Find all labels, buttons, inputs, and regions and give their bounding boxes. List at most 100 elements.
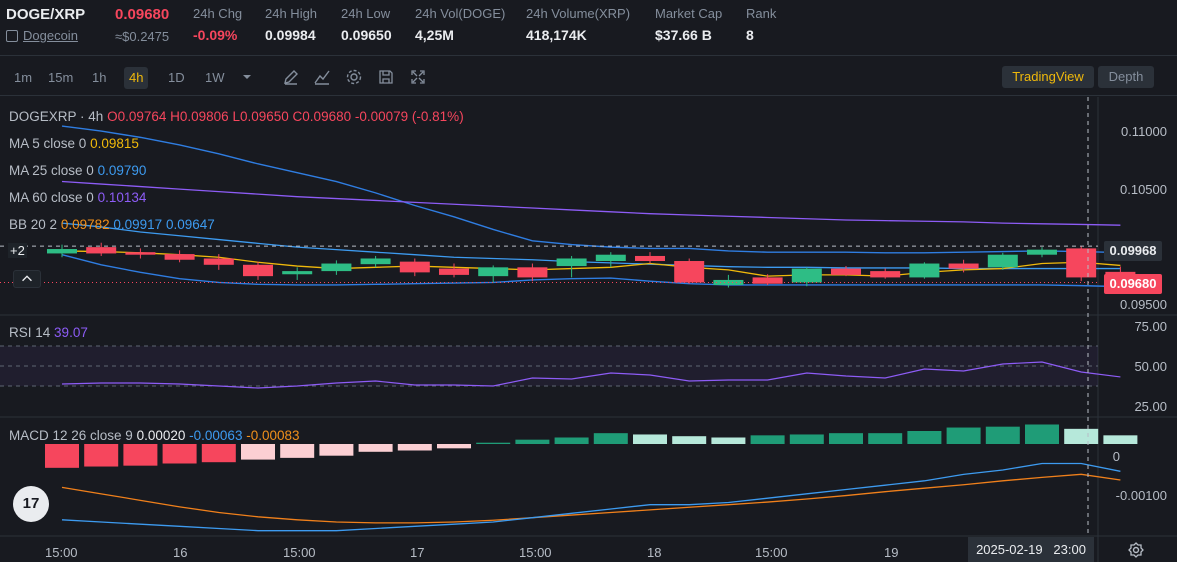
candle-body <box>556 258 587 267</box>
macd-histogram-bar <box>750 435 785 444</box>
macd-line <box>61 462 1121 532</box>
price-usd: ≈$0.2475 <box>115 29 170 44</box>
stat-value: $37.66 B <box>655 27 712 43</box>
candle-body <box>47 249 77 254</box>
timeframe-15m[interactable]: 15m <box>48 70 74 85</box>
macd-histogram-bar <box>319 444 354 456</box>
stat-24h-change: 24h Chg -0.09% <box>193 6 242 43</box>
pencil-icon[interactable] <box>282 68 300 86</box>
timeframe-4h[interactable]: 4h <box>124 67 149 89</box>
ma25-legend[interactable]: MA 25 close 0 0.09790 <box>9 163 146 178</box>
candle-body <box>439 268 469 275</box>
ma25-line <box>61 222 1121 270</box>
candle-body <box>909 263 940 278</box>
stat-value: 0.09984 <box>265 27 316 43</box>
collapse-legend-button[interactable] <box>13 270 41 288</box>
candle-body <box>243 264 273 277</box>
timeframe-1m[interactable]: 1m <box>14 70 33 85</box>
bollinger-upper-line <box>61 125 1121 254</box>
candle-body <box>1066 248 1097 278</box>
candle-body <box>517 267 548 278</box>
pair-title[interactable]: DOGE/XRP <box>6 6 86 23</box>
close-value: C0.09680 <box>292 109 352 124</box>
macd-histogram-bar <box>868 433 903 444</box>
chart-settings-button[interactable] <box>1127 541 1145 559</box>
depth-button[interactable]: Depth <box>1098 66 1154 88</box>
coin-link[interactable]: Dogecoin <box>6 28 78 43</box>
price-axis-label: 0.09500 <box>1120 297 1167 312</box>
macd-histogram-bar <box>633 434 667 444</box>
coin-name[interactable]: Dogecoin <box>23 28 78 43</box>
stat-label: 24h Chg <box>193 6 243 21</box>
macd-signal-line <box>61 473 1121 524</box>
open-value: O0.09764 <box>107 109 167 124</box>
chevron-up-icon <box>22 275 32 282</box>
indicator-icon[interactable] <box>313 68 331 86</box>
rsi-legend[interactable]: RSI 14 39.07 <box>9 325 88 340</box>
macd-hist-value: 0.00020 <box>136 428 186 443</box>
macd-histogram-bar <box>1025 424 1059 444</box>
macd-histogram-bar <box>241 444 275 460</box>
candle-body <box>164 254 195 260</box>
macd-histogram-bar <box>515 439 550 444</box>
bb-label: BB 20 2 <box>9 217 58 232</box>
macd-histogram-bar <box>907 431 942 444</box>
gear-icon[interactable] <box>345 68 363 86</box>
time-axis-label: 19 <box>884 545 899 560</box>
stat-24h-low: 24h Low 0.09650 <box>341 6 392 43</box>
macd-axis-label: -0.00100 <box>1115 488 1167 503</box>
macd-histogram-bar <box>358 444 393 452</box>
caret-down-icon[interactable] <box>238 68 256 86</box>
last-price: 0.09680 <box>115 6 170 23</box>
macd-signal-value: -0.00083 <box>246 428 300 443</box>
macd-axis-label: 0 <box>1112 449 1120 464</box>
candle-body <box>478 267 509 277</box>
tradingview-logo[interactable]: 17 <box>13 486 49 522</box>
macd-histogram-bar <box>201 444 236 463</box>
price-axis-label: 0.11000 <box>1120 124 1167 139</box>
gear-icon <box>1128 542 1144 558</box>
time-axis-label: 17 <box>410 545 425 560</box>
symbol-label: DOGEXRP · 4h <box>9 109 104 124</box>
ma5-legend[interactable]: MA 5 close 0 0.09815 <box>9 136 139 151</box>
low-value: L0.09650 <box>232 109 289 124</box>
macd-legend[interactable]: MACD 12 26 close 9 0.00020 -0.00063 -0.0… <box>9 428 300 443</box>
macd-histogram-bar <box>45 444 79 468</box>
timeframe-1h[interactable]: 1h <box>92 70 107 85</box>
stat-value: 8 <box>746 27 754 43</box>
chart-toolbar: 1m 15m 1h 4h 1D 1W <box>0 58 1177 96</box>
timeframe-1w[interactable]: 1W <box>205 70 225 85</box>
macd-histogram-bar <box>554 437 589 444</box>
stat-label: 24h Low <box>341 6 391 21</box>
more-indicators-badge[interactable]: +2 <box>8 243 27 258</box>
fullscreen-icon[interactable] <box>409 68 427 86</box>
stat-label: 24h High <box>265 6 318 21</box>
macd-value: -0.00063 <box>189 428 243 443</box>
ma5-label: MA 5 close 0 <box>9 136 87 151</box>
stat-value: -0.09% <box>193 27 238 43</box>
bb-legend[interactable]: BB 20 2 0.09782 0.09917 0.09647 <box>9 217 215 232</box>
candle-body <box>752 277 783 284</box>
stat-label: 24h Vol(DOGE) <box>415 6 506 21</box>
save-icon[interactable] <box>377 68 395 86</box>
ma5-value: 0.09815 <box>90 136 139 151</box>
stat-label: Rank <box>746 6 777 21</box>
macd-histogram-bar <box>280 444 315 458</box>
stat-value: 0.09650 <box>341 27 392 43</box>
price-axis-label: 0.10500 <box>1120 182 1167 197</box>
stat-label: Market Cap <box>655 6 723 21</box>
macd-histogram-bar <box>84 444 119 467</box>
candle-body <box>831 268 861 275</box>
crosshair-time-tag: 2025-02-19 23:00 <box>968 537 1094 562</box>
rsi-axis-label: 25.00 <box>1134 399 1167 414</box>
timeframe-1d[interactable]: 1D <box>168 70 185 85</box>
ma60-legend[interactable]: MA 60 close 0 0.10134 <box>9 190 146 205</box>
macd-histogram-bar <box>672 436 707 444</box>
high-value: H0.09806 <box>170 109 229 124</box>
candle-body <box>360 258 391 265</box>
macd-histogram-bar <box>1103 435 1138 444</box>
macd-histogram-bar <box>1064 428 1099 444</box>
macd-histogram-bar <box>123 444 158 466</box>
tradingview-button[interactable]: TradingView <box>1002 66 1094 88</box>
